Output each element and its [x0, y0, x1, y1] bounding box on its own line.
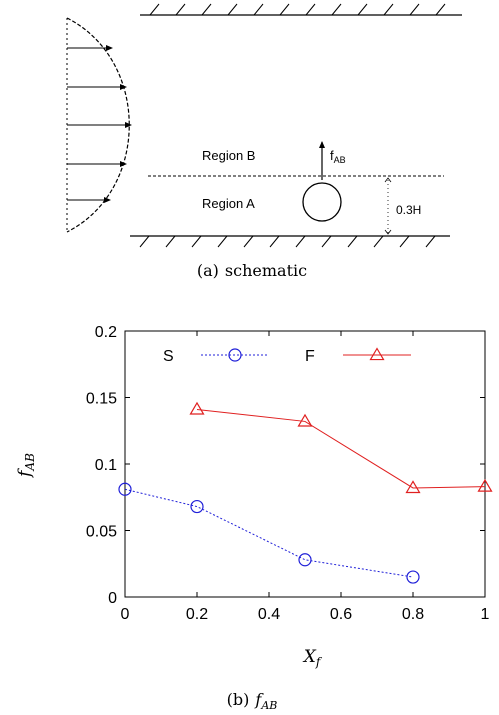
hatch-mark: [165, 235, 176, 248]
caption-b: (b) fAB: [227, 690, 278, 712]
height-dimension: [384, 177, 392, 235]
top-wall-hatching: [149, 3, 446, 16]
x-tick-label: 0.4: [258, 606, 280, 623]
axis-ticks: 0 0.2 0.4 0.6 0.8 1 0 0.05 0.1 0.15 0.2: [86, 324, 490, 623]
caption-a: (a) schematic: [197, 261, 307, 280]
legend-label-f: F: [305, 348, 315, 365]
data-point-s: [406, 570, 420, 584]
hatch-mark: [243, 235, 254, 248]
data-point-f: [189, 401, 205, 415]
x-tick-label: 0.6: [330, 606, 352, 623]
hatch-mark: [425, 235, 436, 248]
hatch-mark: [201, 3, 212, 16]
hatch-mark: [253, 3, 264, 16]
y-axis-label: fAB: [15, 453, 37, 479]
hatch-mark: [175, 3, 186, 16]
region-a-label: Region A: [202, 196, 255, 211]
hatch-mark: [217, 235, 228, 248]
region-b-label: Region B: [202, 148, 255, 163]
y-tick-label: 0.15: [86, 391, 117, 408]
data-point-f: [405, 480, 421, 494]
x-tick-label: 0.2: [186, 606, 208, 623]
hatch-mark: [305, 3, 316, 16]
hatch-mark: [227, 3, 238, 16]
series-line-f: [196, 408, 486, 489]
data-point-s: [298, 553, 312, 567]
data-point-s: [118, 482, 132, 496]
top-wall: [140, 3, 462, 16]
series-layer: [118, 401, 493, 584]
x-axis-label: Xf: [302, 647, 323, 669]
data-point-f: [477, 478, 493, 492]
velocity-profile: [66, 17, 132, 233]
hatch-mark: [279, 3, 290, 16]
hatch-mark: [331, 3, 342, 16]
y-tick-label: 0: [108, 590, 117, 607]
hatch-mark: [435, 3, 446, 16]
cylinder: [302, 182, 342, 222]
hatch-mark: [357, 3, 368, 16]
y-tick-label: 0.2: [95, 324, 117, 341]
data-point-s: [190, 499, 204, 514]
legend-marker-s: [228, 348, 242, 362]
hatch-mark: [373, 235, 384, 248]
x-tick-label: 0.8: [402, 606, 424, 623]
hatch-mark: [321, 235, 332, 248]
hatch-mark: [139, 235, 150, 248]
data-point-f: [297, 413, 313, 427]
plot-frame: [124, 330, 486, 598]
hatch-mark: [399, 235, 410, 248]
hatch-mark: [347, 235, 358, 248]
hatch-mark: [295, 235, 306, 248]
hatch-mark: [383, 3, 394, 16]
y-tick-label: 0.05: [86, 524, 117, 541]
series-f: [189, 401, 493, 494]
series-line-s: [124, 488, 414, 578]
hatch-mark: [409, 3, 420, 16]
x-tick-label: 0: [121, 606, 130, 623]
height-label: 0.3H: [396, 203, 421, 217]
series-s: [118, 482, 420, 584]
y-tick-label: 0.1: [95, 457, 117, 474]
hatch-mark: [269, 235, 280, 248]
hatch-mark: [191, 235, 202, 248]
schematic-panel: Region B Region A fAB 0.3H: [66, 3, 462, 248]
legend-label-s: S: [163, 348, 174, 365]
hatch-mark: [149, 3, 160, 16]
bottom-wall-hatching: [139, 235, 436, 248]
force-label: fAB: [330, 148, 346, 165]
legend-marker-f: [369, 347, 385, 361]
bottom-wall: [130, 235, 450, 248]
x-tick-label: 1: [481, 606, 490, 623]
